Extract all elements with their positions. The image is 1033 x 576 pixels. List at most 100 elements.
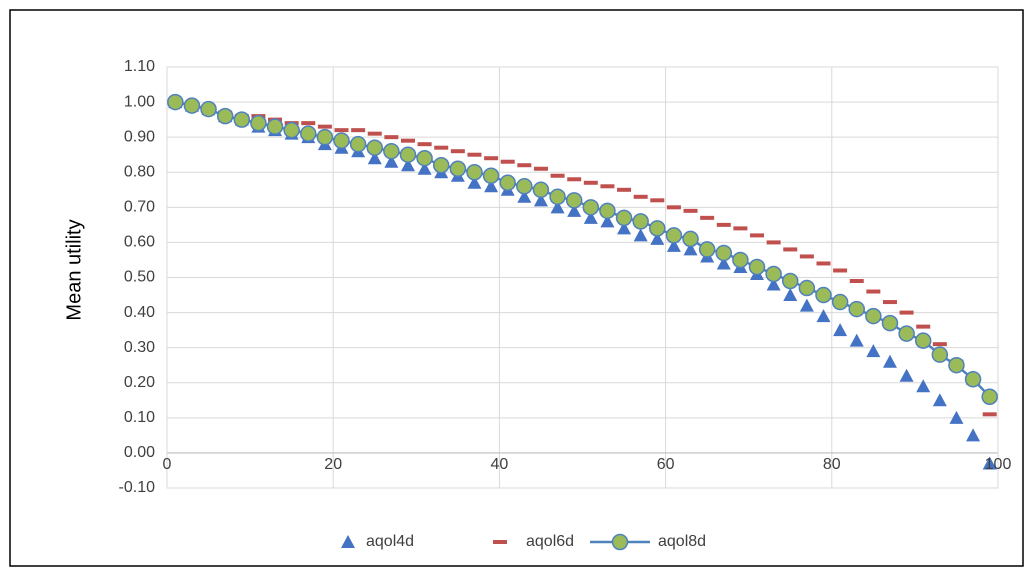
dash-marker xyxy=(533,166,548,171)
dash-marker xyxy=(301,121,316,126)
dash-marker xyxy=(417,142,432,147)
dash-marker xyxy=(982,412,997,417)
x-tick-label: 40 xyxy=(491,456,509,473)
circle-marker xyxy=(848,300,865,318)
triangle-marker xyxy=(916,379,931,393)
dash-marker xyxy=(849,279,864,284)
triangle-marker xyxy=(849,333,864,347)
triangle-marker xyxy=(600,214,615,228)
circle-marker xyxy=(516,178,533,195)
triangle-marker xyxy=(650,231,665,245)
triangle-marker xyxy=(484,179,499,193)
dash-marker xyxy=(334,128,349,133)
dash-marker xyxy=(550,173,565,178)
triangle-marker xyxy=(367,151,382,165)
circle-marker xyxy=(732,251,749,269)
circle-marker xyxy=(399,146,417,163)
circle-marker xyxy=(615,209,633,227)
circle-marker xyxy=(416,149,433,167)
y-tick-label: 1.00 xyxy=(124,93,155,110)
circle-marker xyxy=(665,227,683,244)
dash-marker xyxy=(517,163,532,168)
dash-marker xyxy=(484,156,499,161)
y-tick-label: 0.00 xyxy=(124,444,155,461)
dash-marker xyxy=(500,159,515,164)
dash-marker xyxy=(799,254,814,259)
legend-label: aqol4d xyxy=(366,533,414,550)
legend-marker xyxy=(341,535,355,548)
legend-item: aqol6d xyxy=(493,533,574,550)
dash-marker xyxy=(367,131,382,136)
circle-marker xyxy=(782,272,799,290)
y-tick-label: 0.20 xyxy=(124,374,155,391)
triangle-marker xyxy=(932,393,947,407)
circle-marker xyxy=(682,230,699,248)
circle-marker xyxy=(649,220,666,237)
triangle-marker xyxy=(799,298,814,312)
dash-marker xyxy=(783,247,798,252)
y-tick-label: 0.70 xyxy=(124,199,155,216)
circle-marker xyxy=(632,213,649,230)
circle-marker xyxy=(499,174,516,192)
y-tick-label: 0.10 xyxy=(124,409,155,426)
triangle-marker xyxy=(384,154,399,168)
chart-frame xyxy=(9,9,1024,567)
circle-marker xyxy=(881,314,899,332)
triangle-marker xyxy=(583,210,598,224)
triangle-marker xyxy=(467,175,482,189)
circle-marker xyxy=(366,139,383,156)
y-tick-label: 0.50 xyxy=(124,269,155,286)
dash-marker xyxy=(467,152,482,157)
dash-marker xyxy=(583,180,598,185)
circle-marker xyxy=(316,128,334,146)
dash-marker xyxy=(666,205,681,210)
circle-marker xyxy=(698,241,716,258)
dash-marker xyxy=(600,184,615,189)
dash-marker xyxy=(899,310,914,315)
circle-marker xyxy=(216,107,234,125)
circle-marker xyxy=(865,307,882,325)
circle-marker xyxy=(283,121,300,139)
triangle-marker xyxy=(617,221,632,235)
circle-marker xyxy=(765,265,782,283)
dash-marker xyxy=(882,300,897,305)
dash-marker xyxy=(733,226,748,231)
circle-marker xyxy=(167,93,184,111)
legend-label: aqol8d xyxy=(658,533,706,550)
triangle-marker xyxy=(633,228,648,242)
circle-marker xyxy=(931,346,949,363)
dash-marker xyxy=(766,240,781,245)
x-tick-label: 20 xyxy=(324,456,342,473)
dash-marker xyxy=(567,177,582,182)
x-tick-label: 0 xyxy=(163,456,172,473)
triangle-marker xyxy=(400,158,415,172)
triangle-marker xyxy=(833,323,848,337)
dash-marker xyxy=(434,145,449,150)
x-tick-label: 100 xyxy=(985,456,1012,473)
triangle-marker xyxy=(966,428,981,442)
circle-marker xyxy=(565,192,583,209)
dash-marker xyxy=(400,138,415,143)
x-tick-label: 60 xyxy=(657,456,675,473)
circle-marker xyxy=(599,202,616,220)
triangle-marker xyxy=(567,203,582,217)
circle-marker xyxy=(300,125,317,142)
circle-marker xyxy=(383,142,400,160)
dash-marker xyxy=(916,324,931,329)
triangle-marker xyxy=(882,354,897,368)
circle-marker xyxy=(233,111,251,128)
triangle-marker xyxy=(533,193,548,207)
circle-marker xyxy=(349,135,367,153)
dash-marker xyxy=(650,198,665,203)
circle-marker xyxy=(798,279,816,297)
dash-marker xyxy=(351,128,366,133)
y-tick-label: 0.80 xyxy=(124,163,155,180)
dash-marker xyxy=(716,222,731,227)
circle-marker xyxy=(981,388,998,406)
triangle-marker xyxy=(683,242,698,256)
dash-marker xyxy=(633,194,648,199)
legend-marker xyxy=(493,540,507,544)
circle-marker xyxy=(815,286,832,304)
circle-marker xyxy=(466,164,483,181)
